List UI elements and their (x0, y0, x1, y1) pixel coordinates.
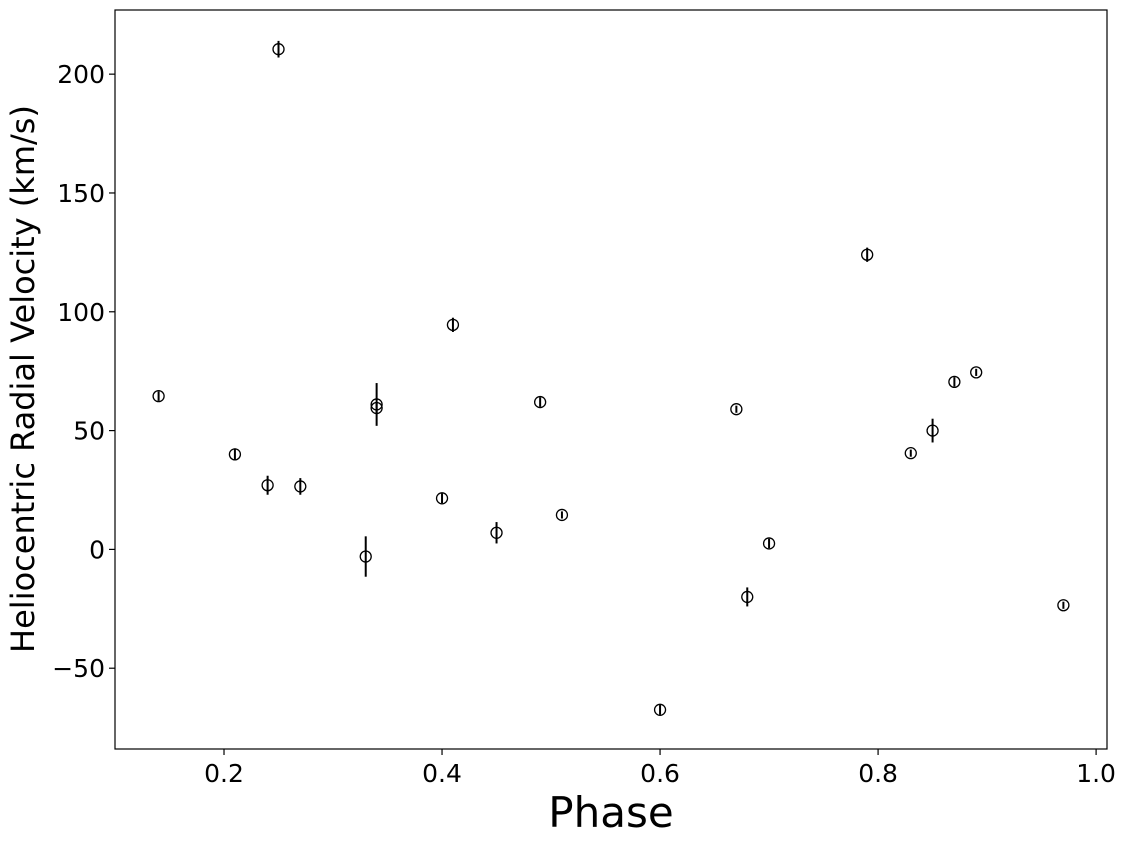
data-point (653, 703, 667, 716)
x-tick-label: 1.0 (1076, 759, 1116, 788)
marker-circle (555, 508, 569, 522)
marker-circle (861, 248, 874, 261)
x-tick-label: 0.4 (422, 759, 462, 788)
data-point (904, 447, 917, 460)
data-point (555, 508, 569, 522)
data-point (228, 448, 242, 461)
marker-circle (762, 537, 776, 550)
marker-circle (435, 492, 449, 505)
data-point (1057, 599, 1070, 612)
data-point (272, 40, 285, 58)
data-point (152, 389, 165, 403)
y-tick-label: 200 (57, 60, 105, 89)
data-point (926, 418, 939, 443)
y-tick-label: 150 (57, 179, 105, 208)
marker-circle (446, 318, 460, 331)
x-tick-label: 0.8 (858, 759, 898, 788)
data-point (490, 522, 503, 544)
marker-circle (904, 447, 917, 460)
data-point (762, 537, 776, 550)
x-axis-title: Phase (548, 788, 673, 837)
data-point (730, 403, 743, 416)
data-point (741, 587, 754, 607)
marker-circle (261, 479, 274, 492)
y-tick-label: 100 (57, 298, 105, 327)
marker-circle (1057, 599, 1070, 612)
marker-circle (370, 401, 383, 415)
marker-circle (730, 403, 743, 416)
data-point (948, 375, 961, 389)
marker-circle (294, 480, 307, 493)
data-point (261, 475, 274, 495)
y-tick-label: 0 (89, 535, 105, 564)
marker-circle (533, 395, 547, 409)
data-point (370, 401, 383, 415)
marker-circle (490, 526, 503, 539)
marker-circle (926, 424, 939, 437)
data-point (861, 247, 874, 262)
x-tick-label: 0.2 (204, 759, 244, 788)
marker-circle (272, 43, 285, 56)
data-point (359, 536, 372, 577)
data-point (446, 317, 460, 332)
data-point (294, 478, 307, 495)
y-axis: −50 0 50 100 150 200 (52, 60, 115, 683)
data-point (533, 395, 547, 409)
marker-circle (653, 703, 667, 716)
y-tick-label: −50 (52, 654, 105, 683)
plot-frame (114, 9, 1108, 750)
data-points (152, 40, 1070, 716)
marker-circle (741, 590, 754, 604)
marker-circle (948, 375, 961, 389)
marker-circle (228, 448, 242, 461)
x-axis: 0.2 0.4 0.6 0.8 1.0 (204, 749, 1116, 788)
y-tick-label: 50 (73, 417, 105, 446)
y-axis-title: Heliocentric Radial Velocity (km/s) (4, 105, 42, 653)
marker-circle (152, 389, 165, 403)
data-point (435, 492, 449, 505)
marker-circle (359, 550, 372, 563)
x-tick-label: 0.6 (640, 759, 680, 788)
data-point (970, 366, 983, 379)
marker-circle (970, 366, 983, 379)
